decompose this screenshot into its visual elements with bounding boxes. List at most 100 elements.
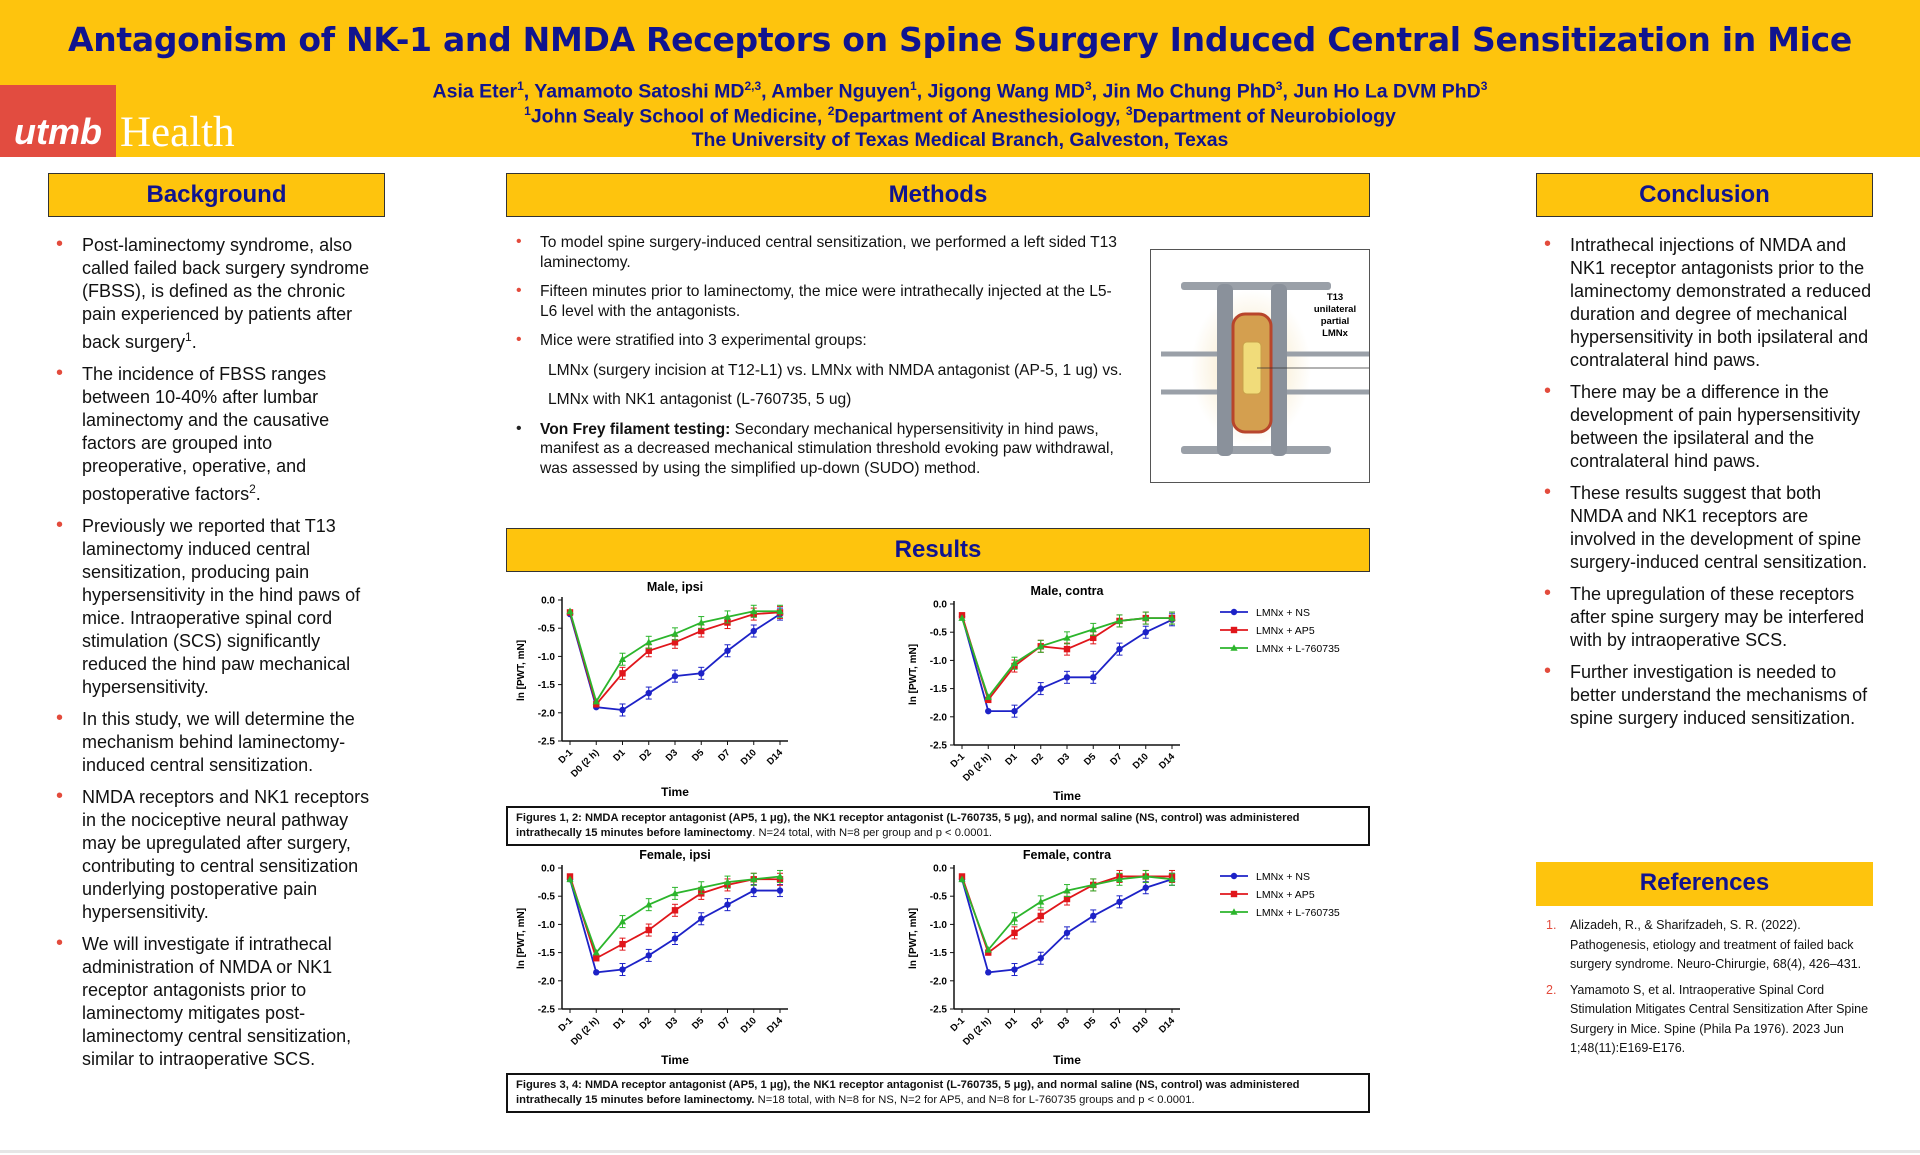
- results-heading: Results: [506, 528, 1370, 572]
- data-point: [618, 917, 627, 925]
- y-tick-label: -1.0: [930, 656, 948, 667]
- x-tick-label: D5: [690, 1015, 707, 1032]
- conclusion-heading: Conclusion: [1536, 173, 1873, 217]
- data-point: [645, 926, 652, 934]
- author-affiliation-mark: 3: [1084, 79, 1092, 93]
- author-name: Amber Nguyen: [771, 80, 910, 103]
- data-point: [1115, 875, 1124, 883]
- data-point: [593, 955, 600, 962]
- x-tick-label: D1: [611, 1015, 628, 1032]
- author-name: Jin Mo Chung PhD: [1102, 80, 1276, 103]
- data-point: [985, 707, 992, 715]
- methods-von-frey: Von Frey filament testing: Secondary mec…: [506, 419, 1126, 479]
- university-name: The University of Texas Medical Branch, …: [691, 129, 1229, 151]
- y-tick-label: -0.5: [930, 892, 948, 903]
- y-tick-label: -0.5: [930, 628, 948, 639]
- x-tick-label: D2: [637, 747, 653, 763]
- y-tick-label: -1.5: [538, 948, 556, 959]
- author-name: Jun Ho La DVM PhD: [1293, 80, 1481, 103]
- y-tick-label: -1.5: [930, 948, 948, 959]
- x-tick-label: D2: [1029, 751, 1045, 767]
- legend-label: LMNx + NS: [1256, 871, 1310, 883]
- data-point: [776, 872, 784, 880]
- author-name: Asia Eter: [432, 80, 518, 103]
- data-point: [1037, 898, 1045, 905]
- y-tick-label: -1.0: [930, 920, 948, 931]
- data-point: [1010, 659, 1019, 667]
- affiliation-number: 3: [1125, 104, 1133, 118]
- legend-label: LMNx + NS: [1256, 607, 1310, 619]
- data-point: [1011, 929, 1018, 937]
- data-point: [671, 935, 679, 942]
- figure-label-line-1: T13: [1327, 292, 1343, 303]
- y-tick-label: -1.5: [538, 680, 556, 691]
- data-point: [1142, 629, 1149, 636]
- logo-health-text: Health: [120, 109, 235, 156]
- background-item-text: We will investigate if intrathecal admin…: [82, 934, 352, 1069]
- data-point: [1116, 645, 1123, 653]
- data-point: [1063, 895, 1071, 903]
- bottom-rule: [0, 1150, 1920, 1153]
- poster-title: Antagonism of NK-1 and NMDA Receptors on…: [67, 20, 1852, 59]
- data-point: [619, 706, 626, 714]
- data-point: [1010, 914, 1019, 922]
- x-tick-label: D14: [765, 1015, 786, 1036]
- series-line: [961, 616, 1173, 713]
- data-point: [697, 618, 705, 626]
- data-point: [645, 638, 653, 646]
- clamp-right: [1271, 284, 1287, 456]
- chart-title: Male, ipsi: [647, 580, 703, 594]
- conclusion-item: There may be a difference in the develop…: [1536, 380, 1876, 473]
- figure-caption-1: Figures 1, 2: NMDA receptor antagonist (…: [506, 806, 1370, 846]
- data-point: [1230, 626, 1238, 634]
- data-point: [1089, 625, 1097, 633]
- data-point: [645, 900, 653, 908]
- figure-label-line-3: partial: [1321, 316, 1350, 327]
- legend-label: LMNx + L-760735: [1256, 907, 1340, 919]
- series-line: [961, 615, 1172, 702]
- x-tick-label: D1: [611, 747, 628, 764]
- background-item-text: Post-laminectomy syndrome, also called f…: [82, 235, 370, 352]
- data-point: [1230, 872, 1238, 880]
- y-tick-label: -2.0: [538, 976, 556, 987]
- reference-item: 1. Alizadeh, R., & Sharifzadeh, S. R. (20…: [1538, 916, 1878, 975]
- author-affiliation-mark: 1: [910, 79, 917, 93]
- data-point: [697, 883, 705, 891]
- data-point: [592, 697, 600, 705]
- methods-item: To model spine surgery-induced central s…: [506, 233, 1126, 272]
- data-point: [750, 627, 757, 635]
- data-point: [671, 639, 679, 646]
- data-point: [750, 887, 757, 894]
- data-point: [1090, 674, 1097, 681]
- data-point: [671, 889, 679, 897]
- background-item-text: NMDA receptors and NK1 receptors in the …: [82, 787, 370, 922]
- x-tick-label: D1: [1003, 1015, 1020, 1032]
- chart-title: Female, ipsi: [639, 848, 711, 862]
- author-name: Jigong Wang MD: [927, 80, 1085, 103]
- reference-number: 1.: [1546, 918, 1557, 932]
- logo-utmb-text: utmb: [14, 111, 102, 152]
- chart-female-contra: Female, contra 0.0 -0.5 -1.0 -1.5 -2.0 -2.5D-1…: [908, 848, 1340, 1067]
- background-item: The incidence of FBSS ranges between 10-…: [48, 362, 378, 506]
- data-point: [593, 701, 600, 708]
- background-item-text: Previously we reported that T13 laminect…: [82, 516, 361, 697]
- reference-item: 2. Yamamoto S, et al. Intraoperative Spin…: [1538, 981, 1878, 1059]
- data-point: [1063, 645, 1071, 653]
- data-point: [592, 948, 600, 956]
- data-point: [619, 940, 626, 948]
- affiliation-name: Department of Neurobiology: [1132, 105, 1396, 128]
- data-point: [698, 627, 705, 635]
- author-name: Yamamoto Satoshi MD: [534, 80, 745, 103]
- x-tick-label: D0 (2 h): [961, 1015, 993, 1047]
- y-tick-label: -1.0: [538, 652, 556, 663]
- x-tick-label: D3: [1056, 1015, 1072, 1031]
- x-tick-label: D7: [716, 747, 732, 763]
- background-item: We will investigate if intrathecal admin…: [48, 932, 378, 1071]
- data-point: [776, 607, 784, 615]
- x-tick-label: D3: [1056, 751, 1072, 767]
- data-point: [1230, 890, 1238, 898]
- figure-label-line-4: LMNx: [1322, 328, 1349, 339]
- x-tick-label: D-1: [557, 747, 576, 766]
- author-list: Asia Eter1, Yamamoto Satoshi MD2,3, Ambe…: [432, 79, 1488, 103]
- data-point: [566, 607, 574, 615]
